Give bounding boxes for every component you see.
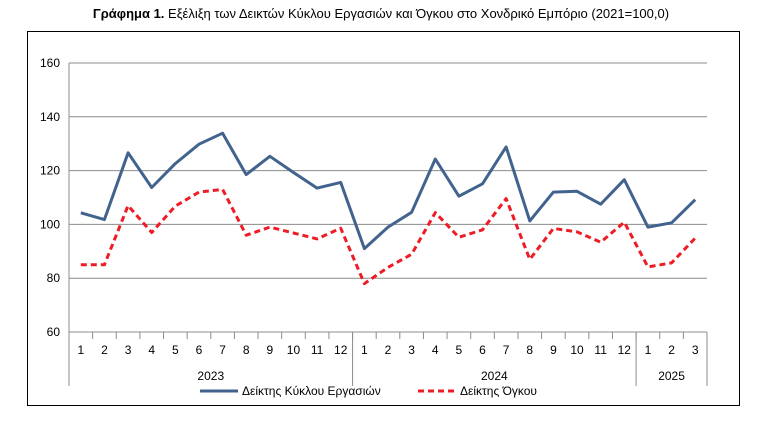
x-tick-label: 1 <box>645 343 652 357</box>
x-tick-label: 3 <box>408 343 415 357</box>
x-tick-label: 7 <box>503 343 510 357</box>
x-tick-label: 4 <box>432 343 439 357</box>
series-line-1 <box>80 131 697 251</box>
year-label: 2024 <box>481 369 508 383</box>
x-tick-label: 9 <box>267 343 274 357</box>
x-tick-label: 9 <box>550 343 557 357</box>
x-tick-label: 11 <box>594 343 607 357</box>
x-tick-label: 6 <box>196 343 203 357</box>
y-tick-label: 120 <box>40 164 60 178</box>
x-tick-label: 5 <box>172 343 179 357</box>
x-tick-label: 3 <box>125 343 132 357</box>
chart-title: Γράφημα 1. Εξέλιξη των Δεικτών Κύκλου Ερ… <box>0 6 762 21</box>
x-tick-label: 8 <box>243 343 250 357</box>
year-label: 2025 <box>658 369 685 383</box>
x-tick-label: 6 <box>479 343 486 357</box>
chart-frame: 60 80 100 120 140 160 1 2 3 4 5 6 7 8 9 10 11 12 1 2 3 4 5 6 7 8 9… <box>27 31 740 406</box>
x-tick-label: 1 <box>361 343 368 357</box>
x-tick-label: 10 <box>570 343 584 357</box>
x-tick-label: 12 <box>334 343 348 357</box>
y-tick-label: 140 <box>40 110 60 124</box>
y-tick-label: 80 <box>47 271 61 285</box>
year-label: 2023 <box>197 369 224 383</box>
x-tick-label: 4 <box>148 343 155 357</box>
legend-label-1: Δείκτης Κύκλου Εργασιών <box>242 384 381 398</box>
x-tick-label: 8 <box>526 343 533 357</box>
x-tick-label: 2 <box>101 343 108 357</box>
legend-label-2: Δείκτης Όγκου <box>460 384 537 398</box>
x-tick-label: 12 <box>618 343 632 357</box>
x-tick-label: 10 <box>287 343 301 357</box>
x-tick-label: 2 <box>668 343 675 357</box>
y-tick-label: 100 <box>40 217 60 231</box>
x-tick-label: 7 <box>219 343 226 357</box>
chart-title-prefix: Γράφημα 1. <box>92 6 165 21</box>
y-tick-label: 60 <box>47 325 61 339</box>
x-tick-label: 5 <box>456 343 463 357</box>
x-tick-label: 1 <box>77 343 84 357</box>
x-tick-label: 11 <box>311 343 324 357</box>
chart-title-text: Εξέλιξη των Δεικτών Κύκλου Εργασιών και … <box>164 6 670 21</box>
y-tick-label: 160 <box>40 56 60 70</box>
x-tick-label: 2 <box>385 343 392 357</box>
x-tick-label: 3 <box>692 343 699 357</box>
